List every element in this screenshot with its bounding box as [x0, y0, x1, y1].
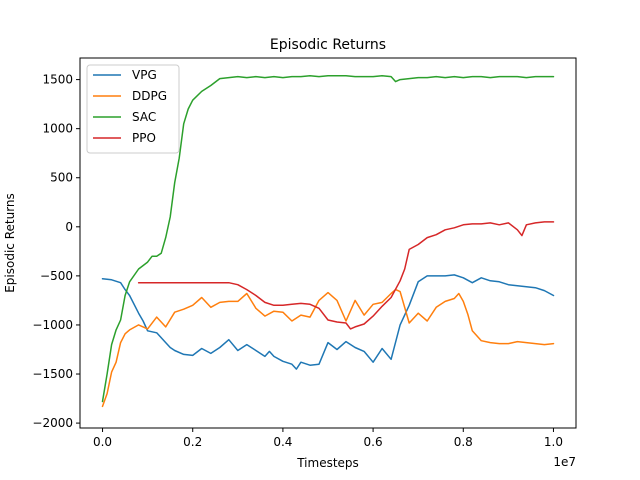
legend-label-ppo: PPO: [132, 131, 156, 145]
x-axis: 0.0 0.2 0.4 0.6 0.8 1.0: [93, 428, 563, 449]
series-line-sac: [101, 74, 555, 403]
legend: VPG DDPG SAC PPO: [86, 64, 180, 154]
y-axis-label: Episodic Returns: [3, 193, 17, 293]
legend-label-ddpg: DDPG: [132, 89, 167, 103]
series-line-ppo: [137, 221, 555, 330]
y-tick-label: −1500: [32, 367, 73, 381]
x-tick-label: 1.0: [544, 435, 563, 449]
chart-title: Episodic Returns: [270, 37, 386, 53]
x-tick-label: 0.2: [183, 435, 202, 449]
x-tick-label: 0.4: [273, 435, 292, 449]
series-layer: [101, 74, 555, 408]
series-line-vpg: [101, 274, 555, 370]
legend-label-vpg: VPG: [132, 68, 157, 82]
x-axis-offset-label: 1e7: [553, 455, 576, 469]
y-axis: −2000 −1500 −1000 −500 0 500 1000 1500: [32, 73, 80, 430]
y-tick-label: 1000: [42, 122, 73, 136]
legend-label-sac: SAC: [132, 110, 156, 124]
y-tick-label: −500: [40, 269, 73, 283]
x-tick-label: 0.8: [454, 435, 473, 449]
plot-frame: [79, 57, 577, 429]
y-tick-label: 500: [50, 171, 73, 185]
y-tick-label: 0: [65, 220, 73, 234]
x-tick-label: 0.6: [364, 435, 383, 449]
x-tick-label: 0.0: [93, 435, 112, 449]
y-tick-label: 1500: [42, 73, 73, 87]
legend-frame: [86, 64, 180, 154]
x-axis-label: Timesteps: [296, 456, 359, 470]
y-tick-label: −1000: [32, 318, 73, 332]
y-tick-label: −2000: [32, 416, 73, 430]
series-line-ddpg: [101, 288, 555, 408]
